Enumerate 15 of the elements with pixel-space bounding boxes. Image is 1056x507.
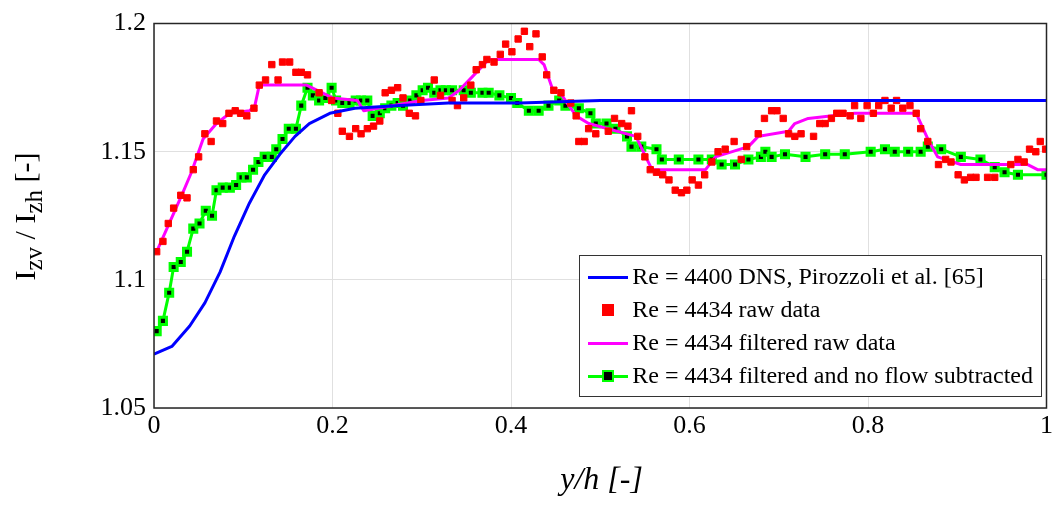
y-tick-label: 1.2 (113, 7, 146, 37)
legend-label: Re = 4434 raw data (632, 296, 821, 323)
x-tick-label: 0.4 (494, 410, 528, 440)
x-tick-label: 0.2 (316, 410, 349, 440)
legend-label: Re = 4434 filtered raw data (632, 329, 896, 356)
legend-label: Re = 4434 filtered and no flow subtracted (632, 362, 1033, 389)
x-tick-label: 0.6 (673, 410, 706, 440)
y-tick-label: 1.15 (100, 135, 146, 165)
y-tick-label: 1.05 (100, 391, 146, 421)
x-tick-label: 0 (147, 410, 161, 440)
y-tick-label: 1.1 (113, 263, 146, 293)
x-axis-title: y/h [-] (556, 460, 644, 497)
x-tick-label: 1 (1040, 410, 1053, 440)
legend-label: Re = 4400 DNS, Pirozzoli et al. [65] (632, 263, 984, 290)
x-tick-label: 0.8 (851, 410, 885, 440)
